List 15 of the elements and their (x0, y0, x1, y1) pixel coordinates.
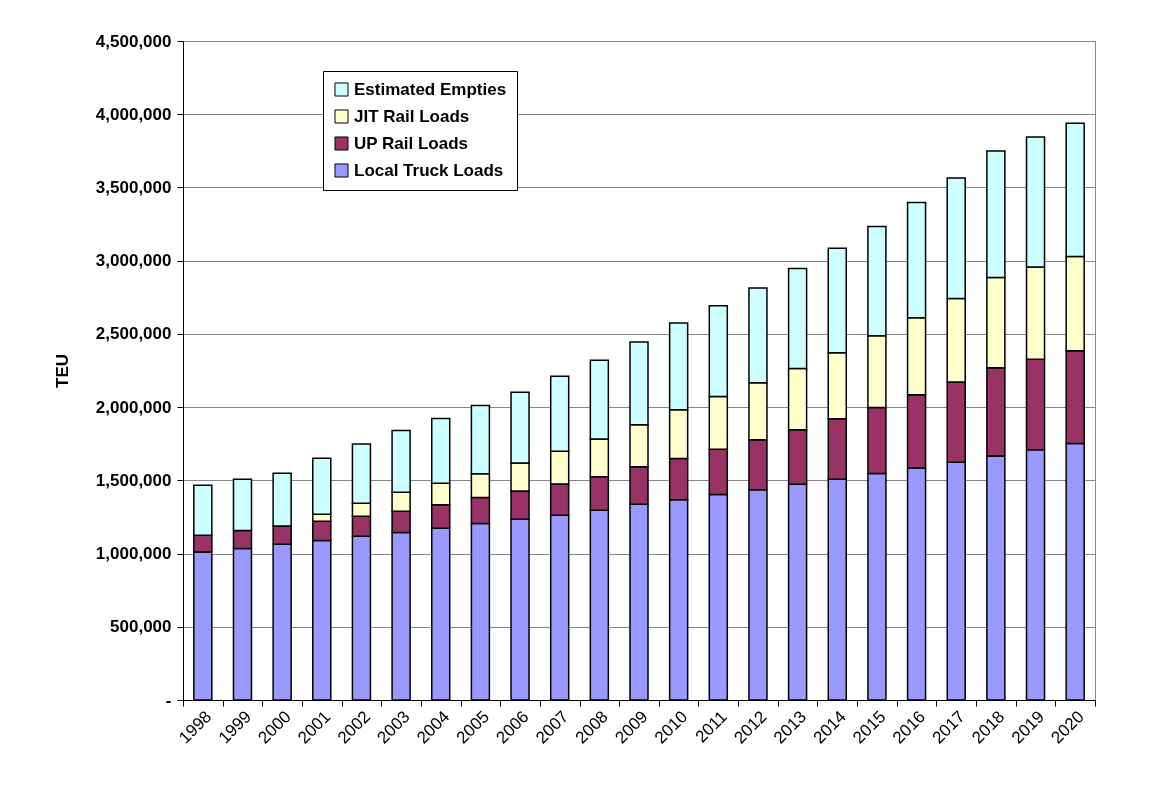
y-tick-label: 2,000,000 (95, 397, 172, 417)
legend-label: UP Rail Loads (354, 133, 468, 153)
y-tick-label: 3,000,000 (95, 251, 172, 271)
y-tick-label: 1,500,000 (95, 470, 172, 490)
legend-label: Estimated Empties (354, 79, 507, 99)
y-tick-label: - (165, 690, 172, 710)
y-tick-label: 2,500,000 (95, 324, 172, 344)
legend-label: JIT Rail Loads (354, 106, 470, 126)
legend-label: Local Truck Loads (354, 160, 504, 180)
y-tick-label: 1,000,000 (95, 544, 172, 564)
y-tick-label: 4,500,000 (95, 31, 172, 51)
y-tick-label: 500,000 (110, 617, 172, 637)
y-tick-label: 3,500,000 (95, 177, 172, 197)
y-tick-label: 4,000,000 (95, 104, 172, 124)
y-axis-title: TEU (52, 354, 72, 388)
